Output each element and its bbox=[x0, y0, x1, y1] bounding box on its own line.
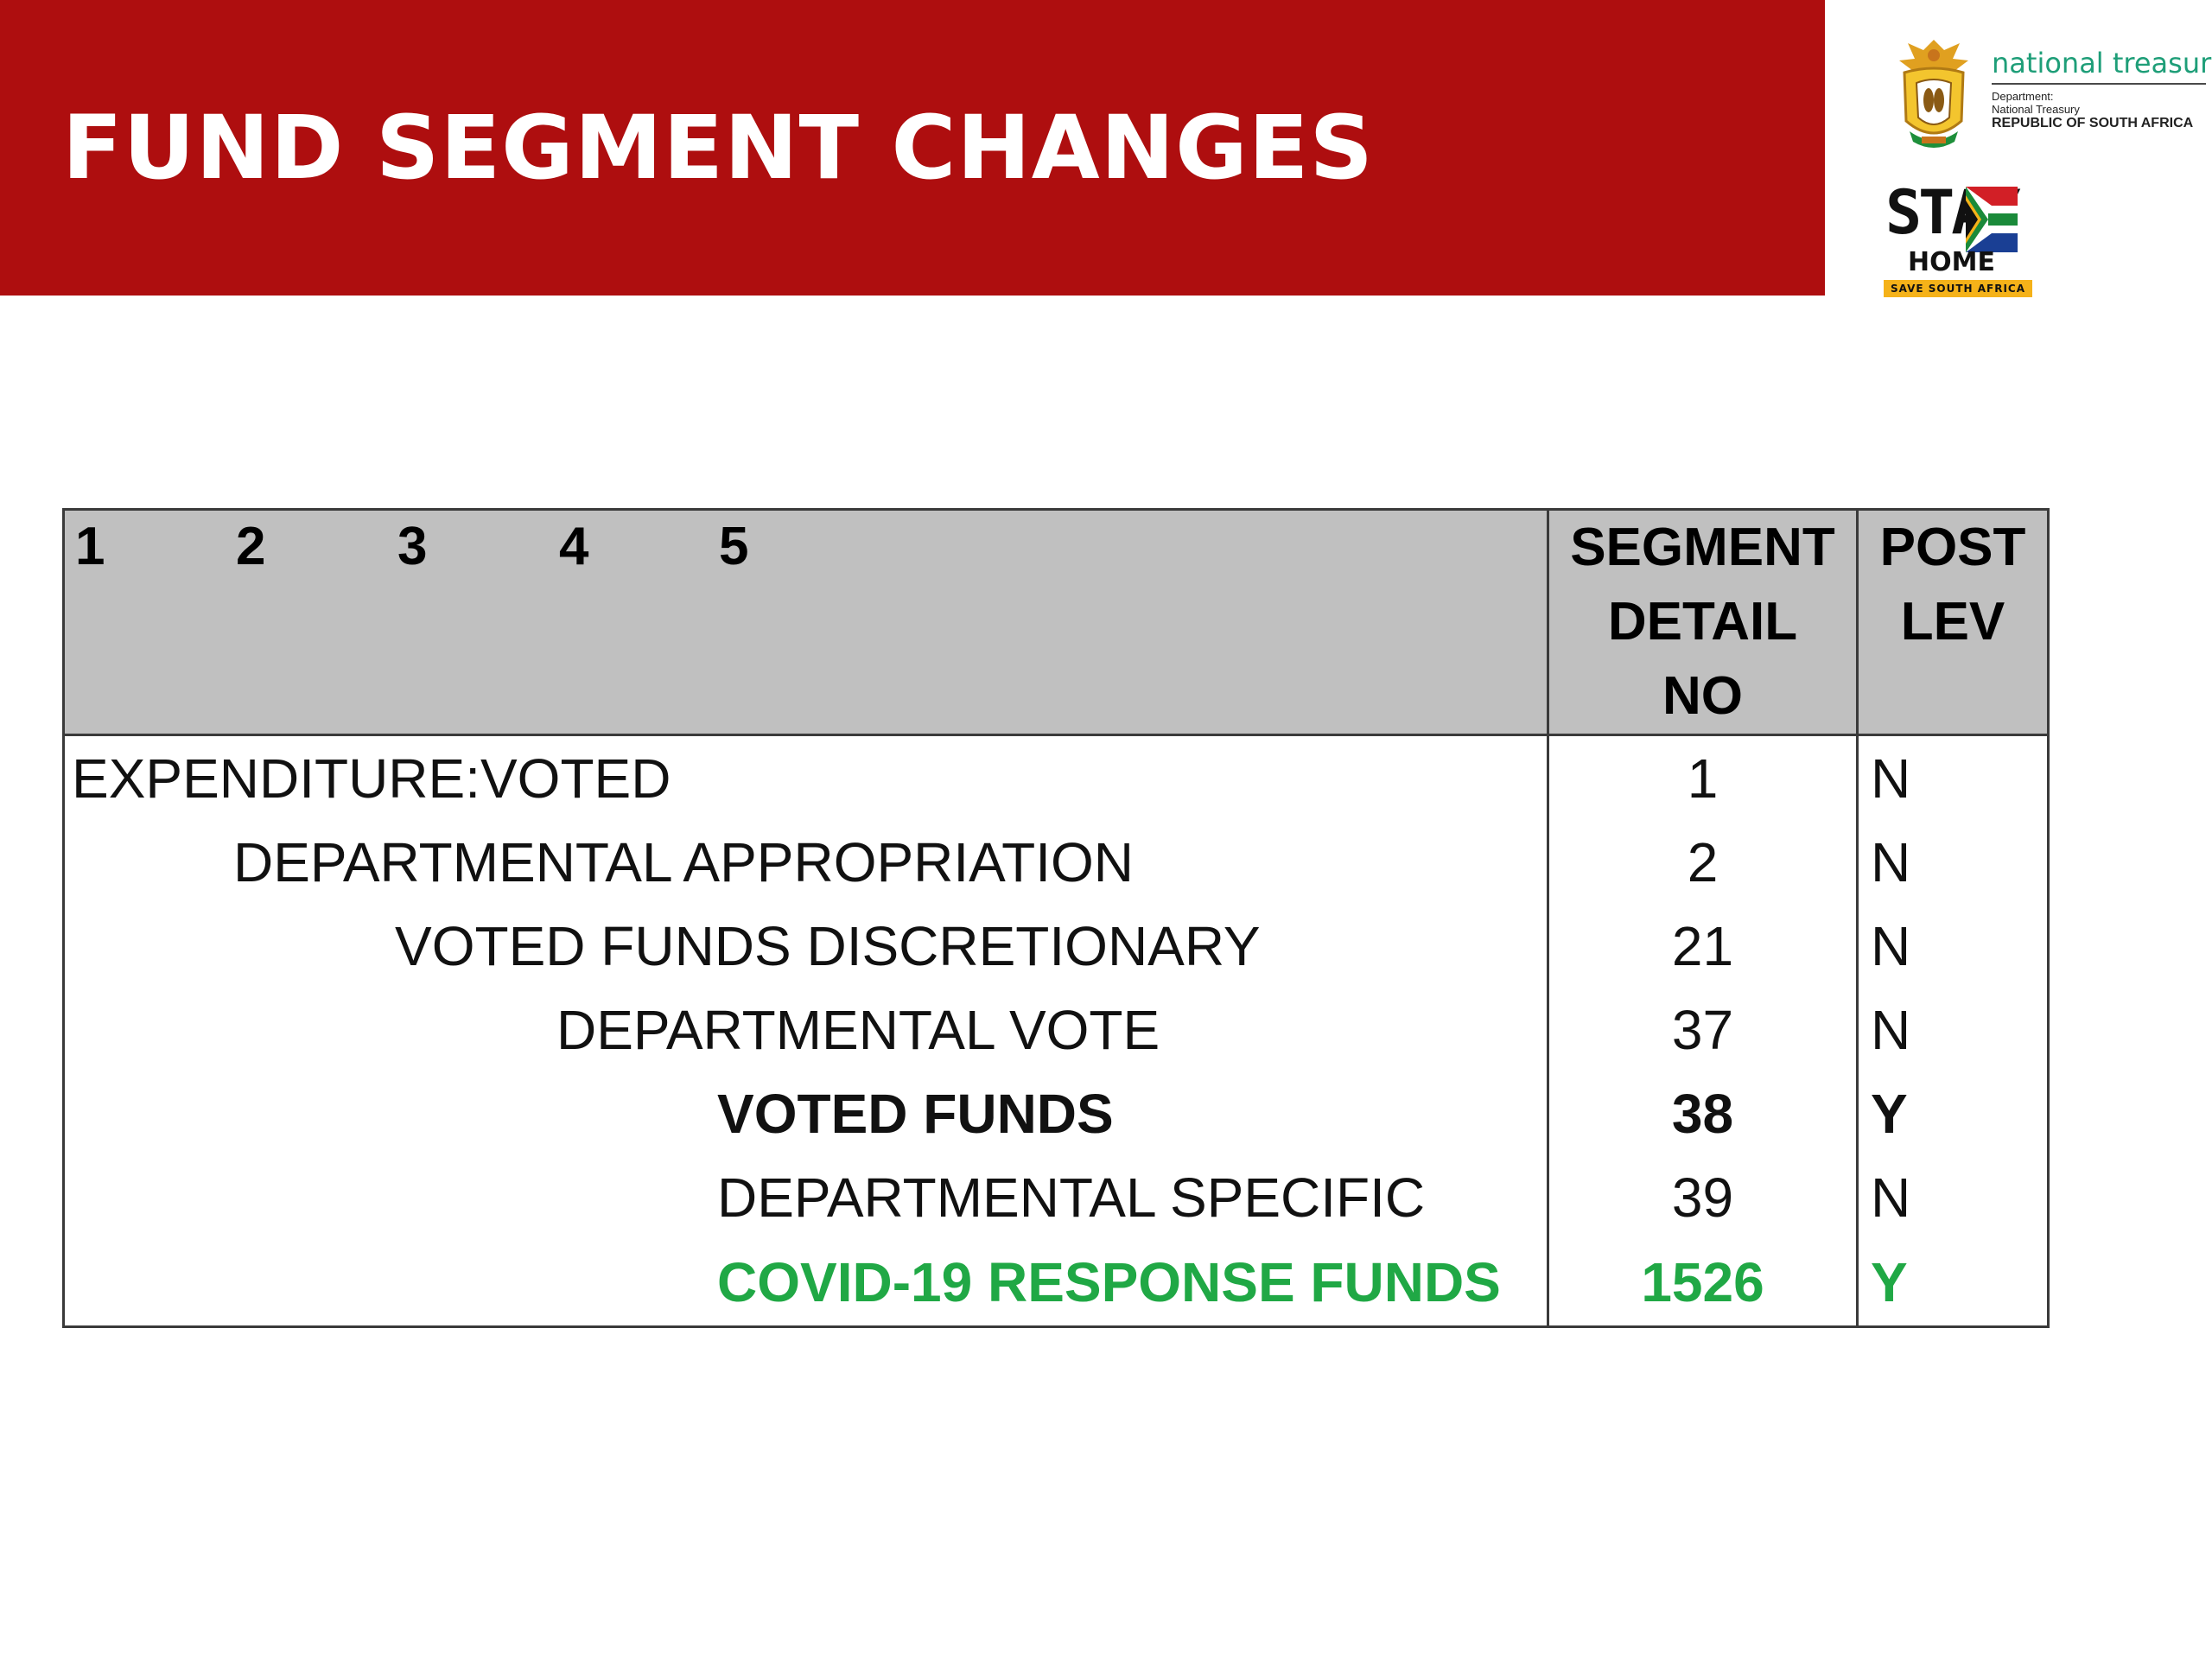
stay-home-tagline: SAVE SOUTH AFRICA bbox=[1884, 280, 2032, 297]
table-row: DEPARTMENTAL VOTE 37 N bbox=[64, 988, 2049, 1071]
segment-name: VOTED FUNDS DISCRETIONARY bbox=[395, 914, 1261, 977]
table-row: COVID-19 RESPONSE FUNDS 1526 Y bbox=[64, 1239, 2049, 1327]
segment-name: EXPENDITURE:VOTED bbox=[72, 747, 671, 810]
segment-name: DEPARTMENTAL APPROPRIATION bbox=[233, 830, 1134, 893]
level-header-5: 5 bbox=[719, 517, 749, 576]
segment-number: 21 bbox=[1547, 904, 1858, 988]
segment-header-line3: NO bbox=[1662, 666, 1743, 726]
country-name: REPUBLIC OF SOUTH AFRICA bbox=[1992, 116, 2194, 130]
level-headers: 1 2 3 4 5 bbox=[63, 509, 1548, 736]
post-level-flag: N bbox=[1856, 820, 2049, 904]
segment-name: DEPARTMENTAL VOTE bbox=[556, 998, 1160, 1061]
post-lev-header: POST LEV bbox=[1856, 509, 2049, 736]
department-name: National Treasury bbox=[1992, 103, 2080, 116]
segment-header-line1: SEGMENT bbox=[1570, 518, 1835, 577]
table-row: VOTED FUNDS DISCRETIONARY 21 N bbox=[64, 904, 2049, 988]
table-header-row: 1 2 3 4 5 SEGMENT DETAIL NO POST LEV bbox=[63, 509, 2049, 736]
segment-name: COVID-19 RESPONSE FUNDS bbox=[717, 1251, 1501, 1313]
post-header-line1: POST bbox=[1879, 518, 2026, 577]
slide-title: FUND SEGMENT CHANGES bbox=[62, 97, 1374, 200]
table-row: EXPENDITURE:VOTED 1 N bbox=[64, 734, 2049, 820]
segment-name: VOTED FUNDS bbox=[717, 1082, 1114, 1145]
segment-header-line2: DETAIL bbox=[1607, 592, 1798, 652]
post-level-flag: Y bbox=[1856, 1239, 2049, 1327]
logo-area: national treasury Department: National T… bbox=[1875, 26, 2212, 302]
national-treasury-wordmark: national treasury bbox=[1992, 47, 2212, 79]
segment-number: 37 bbox=[1547, 988, 1858, 1071]
table-row: DEPARTMENTAL APPROPRIATION 2 N bbox=[64, 820, 2049, 904]
segment-number: 38 bbox=[1547, 1071, 1858, 1155]
logo-rule bbox=[1992, 83, 2206, 85]
stay-home-logo: STAY HOME SAVE SOUTH AFRICA bbox=[1884, 178, 2032, 297]
table-row: DEPARTMENTAL SPECIFIC 39 N bbox=[64, 1155, 2049, 1239]
segment-number: 2 bbox=[1547, 820, 1858, 904]
fund-segment-table: 1 2 3 4 5 SEGMENT DETAIL NO POST LEV EXP… bbox=[62, 508, 2050, 1328]
table-row: VOTED FUNDS 38 Y bbox=[64, 1071, 2049, 1155]
title-band: FUND SEGMENT CHANGES bbox=[0, 0, 1825, 296]
post-level-flag: N bbox=[1856, 1155, 2049, 1239]
level-header-4: 4 bbox=[559, 517, 589, 576]
stay-home-word-home: HOME bbox=[1908, 247, 1995, 277]
segment-detail-no-header: SEGMENT DETAIL NO bbox=[1547, 509, 1858, 736]
coat-of-arms-icon bbox=[1891, 35, 1977, 156]
level-header-1: 1 bbox=[75, 517, 105, 576]
department-label: Department: bbox=[1992, 90, 2054, 103]
post-level-flag: Y bbox=[1856, 1071, 2049, 1155]
segment-number: 1 bbox=[1547, 734, 1858, 820]
level-header-3: 3 bbox=[397, 517, 428, 576]
post-level-flag: N bbox=[1856, 904, 2049, 988]
national-treasury-logo: national treasury Department: National T… bbox=[1992, 47, 2212, 130]
post-level-flag: N bbox=[1856, 734, 2049, 820]
post-level-flag: N bbox=[1856, 988, 2049, 1071]
post-header-line2: LEV bbox=[1900, 592, 2005, 652]
segment-number: 39 bbox=[1547, 1155, 1858, 1239]
segment-number: 1526 bbox=[1547, 1239, 1858, 1327]
segment-name: DEPARTMENTAL SPECIFIC bbox=[717, 1166, 1426, 1229]
sa-flag-y-icon bbox=[1966, 187, 2018, 252]
level-header-2: 2 bbox=[236, 517, 266, 576]
